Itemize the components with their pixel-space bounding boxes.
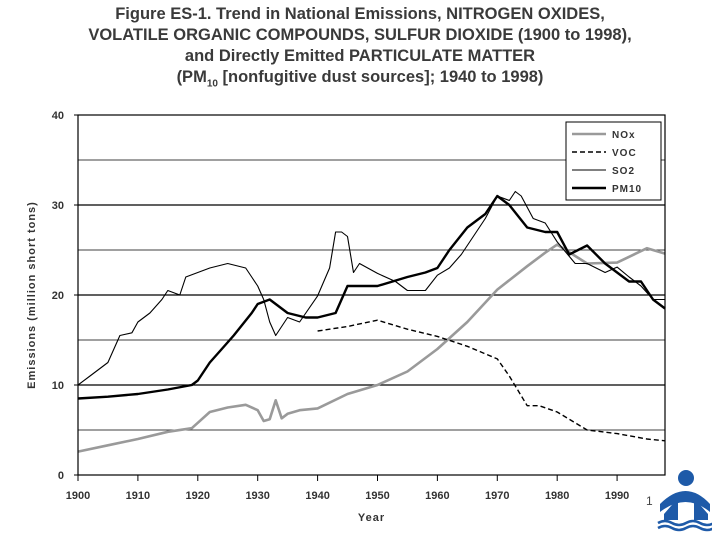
x-tick-label: 1980 (545, 490, 569, 502)
y-tick-label: 0 (58, 470, 64, 482)
title-line: and Directly Emitted PARTICULATE MATTER (184, 47, 536, 65)
x-tick-label: 1940 (305, 490, 329, 502)
legend: NOx VOC SO2 PM10 (565, 121, 662, 201)
x-tick-label: 1920 (186, 490, 210, 502)
series-so2-line (77, 190, 665, 386)
x-tick-label: 1910 (126, 490, 150, 502)
x-tick-label: 1950 (365, 490, 389, 502)
title-line: (PM10 [nonfugitive dust sources]; 1940 t… (176, 68, 544, 90)
title-line: Figure ES-1. Trend in National Emissions… (115, 5, 605, 23)
y-tick-label: 10 (52, 380, 64, 392)
title-line: VOLATILE ORGANIC COMPOUNDS, SULFUR DIOXI… (88, 26, 632, 44)
epa-logo-icon (657, 470, 712, 532)
slide-number: 1 (646, 494, 653, 508)
x-tick-label: 1960 (425, 490, 449, 502)
legend-label: SO2 (612, 166, 635, 177)
axes: 0 10 20 30 40 1900 1910 1920 1930 1940 1950 1960 197… (26, 110, 666, 524)
y-tick-label: 40 (52, 110, 64, 122)
y-tick-label: 30 (52, 200, 64, 212)
series-voc-line (317, 319, 666, 442)
x-tick-label: 1900 (66, 490, 90, 502)
y-axis-label: Emissions (million short tons) (26, 201, 38, 389)
legend-label: PM10 (612, 184, 642, 195)
series-pm10-line (77, 194, 666, 400)
chart-title: Figure ES-1. Trend in National Emissions… (0, 4, 720, 94)
x-tick-label: 1970 (485, 490, 509, 502)
series-lines (77, 190, 666, 453)
series-nox-line (77, 243, 666, 453)
x-tick-label: 1990 (605, 490, 629, 502)
legend-label: VOC (612, 148, 637, 159)
y-tick-label: 20 (52, 290, 64, 302)
legend-label: NOx (612, 130, 636, 141)
x-axis-label: Year (358, 512, 385, 524)
x-tick-label: 1930 (245, 490, 269, 502)
